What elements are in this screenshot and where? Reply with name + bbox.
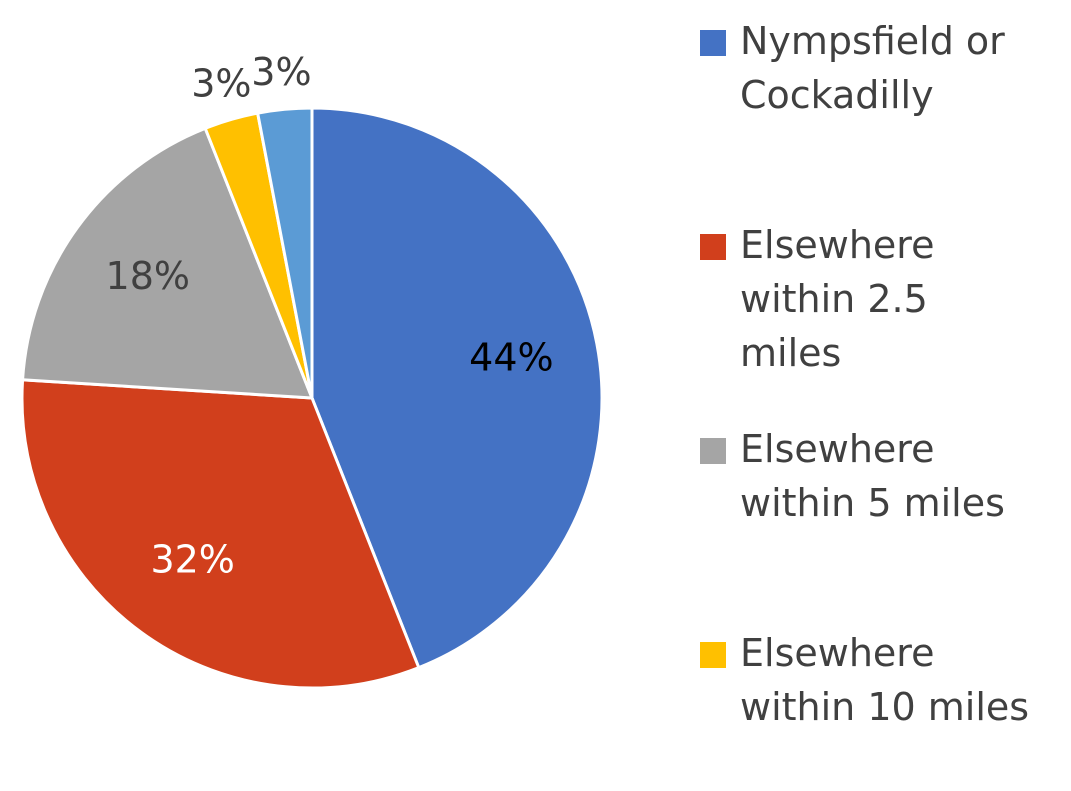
data-label: 32% <box>150 538 234 582</box>
pie-slice <box>20 126 315 400</box>
legend-label: Nympsfield or Cockadilly <box>740 19 1005 117</box>
pie-slice <box>310 106 604 670</box>
legend-swatch <box>700 30 726 56</box>
legend-label: Elsewhere within 10 miles <box>740 631 1030 729</box>
pie-slice <box>255 106 314 399</box>
pie-area: 44% 32% 18% 3% 3% <box>20 50 604 690</box>
legend-swatch <box>700 234 726 260</box>
data-label: 3% <box>251 50 311 94</box>
pie-slice <box>20 378 421 690</box>
data-label: 44% <box>469 335 553 379</box>
legend-item: Elsewhere within 2.5 miles <box>700 218 1060 380</box>
legend-item: Elsewhere within 10 miles <box>700 626 1060 734</box>
legend-label: Elsewhere within 2.5 miles <box>740 223 935 375</box>
legend-swatch <box>700 438 726 464</box>
legend-item: Elsewhere within 5 miles <box>700 422 1060 530</box>
data-label: 3% <box>191 62 251 106</box>
data-label: 18% <box>106 254 190 298</box>
legend-swatch <box>700 642 726 668</box>
legend-label: Elsewhere within 5 miles <box>740 427 1005 525</box>
legend-item: Nympsfield or Cockadilly <box>700 14 1060 122</box>
